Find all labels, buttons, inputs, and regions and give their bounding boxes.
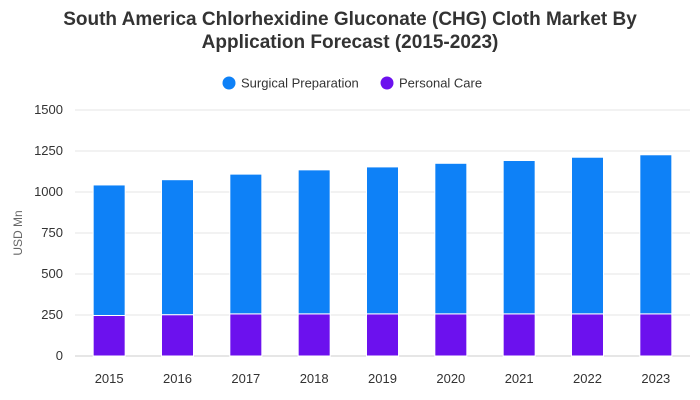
legend-item-personal-care[interactable]: Personal Care: [380, 76, 483, 91]
chart-title: South America Chlorhexidine Gluconate (C…: [40, 8, 660, 54]
legend-marker-personal-care: [380, 76, 394, 90]
x-tick-label: 2023: [641, 371, 670, 386]
chart-title-line-2: Application Forecast (2015-2023): [201, 32, 499, 53]
bar-personal-care-2019[interactable]: [366, 313, 399, 357]
legend-marker-surgical-preparation: [222, 76, 236, 90]
bar-surgical-preparation-2022[interactable]: [571, 156, 604, 315]
x-tick-label: 2019: [368, 371, 397, 386]
y-tick-label: 1000: [34, 184, 63, 199]
y-axis-label: USD Mn: [11, 210, 25, 255]
y-tick-label: 1250: [34, 143, 63, 158]
legend-label-surgical-preparation: Surgical Preparation: [241, 76, 359, 91]
x-tick-label: 2017: [231, 371, 260, 386]
bar-personal-care-2017[interactable]: [229, 313, 263, 357]
legend-item-surgical-preparation[interactable]: Surgical Preparation: [222, 76, 359, 91]
chart-title-line-1: South America Chlorhexidine Gluconate (C…: [63, 9, 637, 30]
bar-personal-care-2022[interactable]: [571, 313, 604, 357]
x-tick-label: 2021: [505, 371, 534, 386]
bar-surgical-preparation-2023[interactable]: [639, 154, 673, 315]
y-tick-label: 1500: [34, 102, 63, 117]
bar-personal-care-2023[interactable]: [639, 313, 673, 357]
bar-surgical-preparation-2016[interactable]: [161, 179, 194, 316]
x-tick-label: 2015: [95, 371, 124, 386]
x-tick-label: 2020: [436, 371, 465, 386]
legend-label-personal-care: Personal Care: [399, 76, 482, 91]
bar-surgical-preparation-2017[interactable]: [229, 173, 263, 315]
bar-personal-care-2015[interactable]: [92, 314, 126, 357]
x-tick-label: 2022: [573, 371, 602, 386]
y-tick-label: 750: [41, 225, 63, 240]
bar-surgical-preparation-2018[interactable]: [297, 169, 331, 315]
bar-personal-care-2016[interactable]: [161, 314, 194, 357]
y-tick-label: 0: [56, 348, 63, 363]
x-tick-label: 2016: [163, 371, 192, 386]
bar-surgical-preparation-2015[interactable]: [92, 184, 126, 316]
bar-surgical-preparation-2019[interactable]: [366, 166, 399, 315]
y-tick-label: 500: [41, 266, 63, 281]
bar-personal-care-2021[interactable]: [502, 313, 536, 357]
y-tick-label: 250: [41, 307, 63, 322]
x-tick-label: 2018: [300, 371, 329, 386]
bar-personal-care-2020[interactable]: [434, 313, 468, 357]
bar-personal-care-2018[interactable]: [297, 313, 331, 357]
bar-surgical-preparation-2021[interactable]: [502, 160, 536, 315]
bar-surgical-preparation-2020[interactable]: [434, 162, 468, 315]
